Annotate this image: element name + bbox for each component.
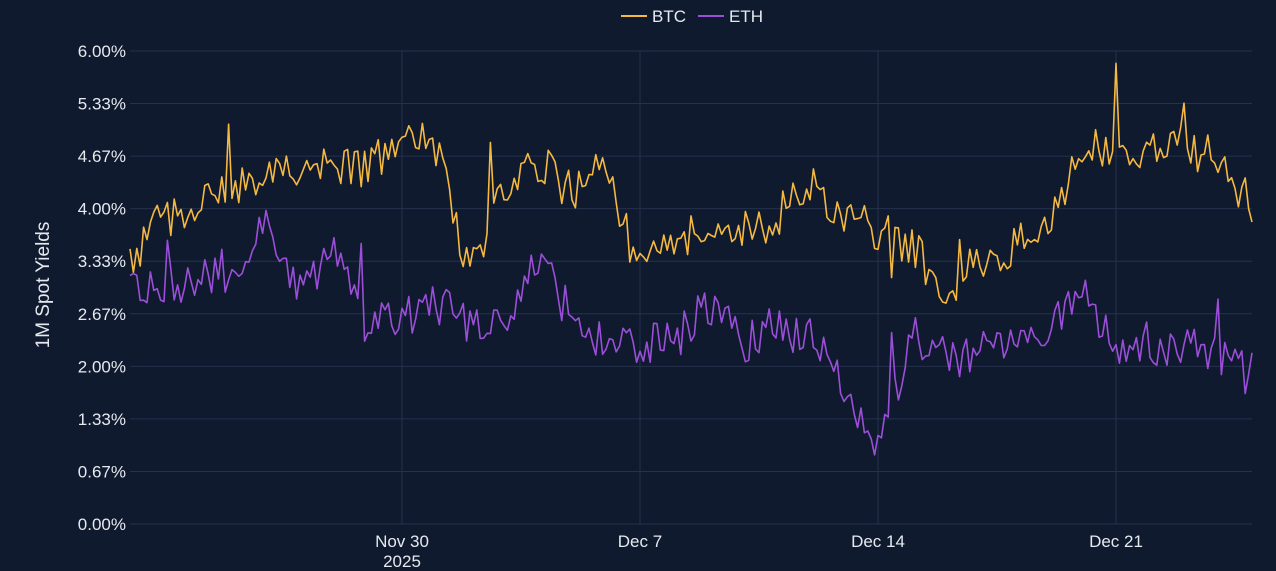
y-tick-label: 5.33% [78, 95, 126, 114]
y-tick-label: 0.67% [78, 462, 126, 481]
series-lines [129, 62, 1253, 456]
x-tick-label: Nov 30 [375, 532, 429, 551]
legend-item-btc[interactable]: BTC [621, 7, 686, 26]
y-tick-label: 6.00% [78, 42, 126, 61]
legend-item-eth[interactable]: ETH [698, 7, 763, 26]
gridlines [130, 50, 1252, 525]
series-line-btc [129, 62, 1253, 304]
legend-label: BTC [652, 7, 686, 26]
y-tick-label: 0.00% [78, 515, 126, 534]
y-tick-label: 4.00% [78, 200, 126, 219]
x-tick-label: Dec 7 [618, 532, 662, 551]
legend-label: ETH [729, 7, 763, 26]
y-tick-label: 2.67% [78, 305, 126, 324]
series-line-eth [129, 209, 1253, 456]
legend[interactable]: BTC ETH [621, 7, 763, 26]
y-axis-ticks: 0.00% 0.67% 1.33% 2.00% 2.67% 3.33% 4.00% 4.67%… [78, 42, 126, 534]
y-tick-label: 1.33% [78, 410, 126, 429]
x-tick-label: Dec 14 [851, 532, 905, 551]
x-tick-label: Dec 21 [1089, 532, 1143, 551]
y-tick-label: 2.00% [78, 357, 126, 376]
x-tick-sublabel: 2025 [383, 552, 421, 571]
y-axis-label: 1M Spot Yields [33, 222, 54, 349]
y-tick-label: 3.33% [78, 252, 126, 271]
y-tick-label: 4.67% [78, 147, 126, 166]
